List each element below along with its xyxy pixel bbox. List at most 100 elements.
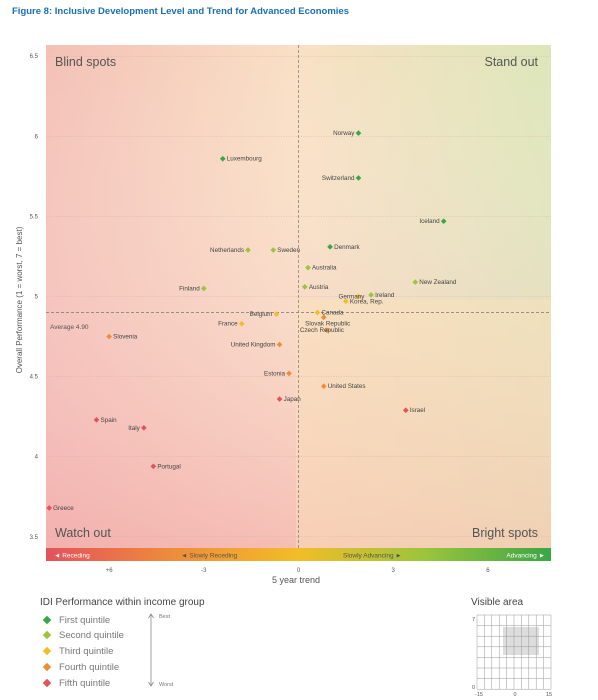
visible-area-highlight xyxy=(503,627,539,655)
average-label: Average 4.90 xyxy=(50,324,89,331)
point-label: Slovak Republic xyxy=(305,321,350,328)
x-tick-label: 3 xyxy=(392,568,396,574)
data-point: Ireland xyxy=(368,292,395,299)
data-point: Luxembourg xyxy=(219,155,262,163)
point-label: Ireland xyxy=(375,292,395,299)
diamond-icon xyxy=(42,630,52,640)
y-tick-label: 6.5 xyxy=(30,54,39,60)
point-marker xyxy=(219,155,226,162)
data-point: Germany xyxy=(339,294,366,301)
data-point: Norway xyxy=(333,130,362,137)
point-marker xyxy=(276,396,283,402)
trend-slowly-receding: ◄ Slowly Receding xyxy=(181,553,238,560)
axis-lines xyxy=(46,45,551,548)
point-label: Austria xyxy=(309,284,329,291)
point-label: United Kingdom xyxy=(231,342,276,349)
trend-bar xyxy=(46,548,551,561)
point-label: United States xyxy=(328,383,366,390)
quadrant-label-bottom-right: Bright spots xyxy=(472,526,538,540)
point-marker xyxy=(368,292,374,298)
data-point: Japan xyxy=(276,396,301,403)
legend-item-fourth-quintile: Fourth quintile xyxy=(40,660,119,674)
point-label: Israel xyxy=(410,407,425,414)
visible-area-grid: 7 0 -15 0 15 xyxy=(472,614,552,698)
point-marker xyxy=(106,333,112,340)
y-tick-label: 5.5 xyxy=(30,214,39,220)
y-tick-label: 5 xyxy=(35,295,39,301)
y-axis-label: Overall Performance (1 = worst, 7 = best… xyxy=(15,226,24,373)
x-tick-label: -3 xyxy=(201,568,207,574)
y-tick-label: 4.5 xyxy=(30,375,39,381)
data-point: Sweden xyxy=(270,247,301,254)
legend-item-first-quintile: First quintile xyxy=(40,613,110,627)
diamond-icon xyxy=(42,662,52,672)
visible-area-y-top: 7 xyxy=(472,617,475,623)
data-points: Norway Luxembourg Switzerland Iceland Denmar… xyxy=(46,130,457,512)
axis-ticks: 3.5 4 4.5 5 5.5 6 6.5 +6 -3 0 3 6 xyxy=(30,54,491,574)
quadrant-label-top-left: Blind spots xyxy=(55,55,116,69)
point-label: Slovenia xyxy=(113,334,138,341)
point-label: Iceland xyxy=(419,218,440,225)
point-marker xyxy=(305,264,311,271)
diamond-icon xyxy=(42,646,52,656)
quadrant-label-bottom-left: Watch out xyxy=(55,526,111,540)
diamond-icon xyxy=(42,678,52,688)
data-point: Korea, Rep. xyxy=(343,298,384,305)
point-marker xyxy=(200,285,207,292)
y-tick-label: 4 xyxy=(35,455,39,461)
visible-area-x-mid: 0 xyxy=(513,692,516,698)
point-marker xyxy=(301,284,308,290)
point-marker xyxy=(245,247,251,253)
best-label: Best xyxy=(159,614,171,620)
point-marker xyxy=(355,175,362,181)
point-marker xyxy=(286,370,292,377)
worst-label: Worst xyxy=(159,682,174,688)
visible-area-x-right: 15 xyxy=(546,692,552,698)
trend-advancing: Advancing ► xyxy=(506,553,545,560)
trend-slowly-advancing: Slowly Advancing ► xyxy=(343,553,402,560)
point-label: Germany xyxy=(339,294,366,301)
point-marker xyxy=(343,298,349,305)
data-point: Portugal xyxy=(150,463,181,470)
point-marker xyxy=(93,417,100,423)
point-marker xyxy=(327,244,333,250)
point-label: Switzerland xyxy=(322,175,355,182)
point-label: Italy xyxy=(128,425,140,432)
point-marker xyxy=(355,293,362,300)
y-tick-label: 6 xyxy=(35,134,39,140)
y-tick-label: 3.5 xyxy=(30,535,39,541)
point-marker xyxy=(355,130,362,136)
visible-area-y-bottom: 0 xyxy=(472,685,475,691)
legend-item-second-quintile: Second quintile xyxy=(40,628,124,642)
point-marker xyxy=(314,309,321,316)
point-label: Norway xyxy=(333,130,355,137)
point-label: Spain xyxy=(101,417,118,424)
legend-item-fifth-quintile: Fifth quintile xyxy=(40,676,110,690)
point-marker xyxy=(402,407,409,414)
data-point: Spain xyxy=(93,417,118,424)
data-point: Australia xyxy=(305,265,337,272)
data-point: Belgium xyxy=(250,311,280,318)
data-point: Iceland xyxy=(419,218,447,225)
point-label: Sweden xyxy=(277,247,300,254)
point-marker xyxy=(276,341,283,348)
point-label: Finland xyxy=(179,285,200,292)
quadrant-label-top-right: Stand out xyxy=(484,55,538,69)
data-point: Slovenia xyxy=(106,333,138,341)
visible-area-panel: Visible area 7 0 -15 0 15 xyxy=(468,597,588,700)
legend: IDI Performance within income group Firs… xyxy=(40,597,300,697)
data-point: Canada xyxy=(314,309,344,317)
point-label: Denmark xyxy=(334,244,360,251)
legend-item-third-quintile: Third quintile xyxy=(40,644,113,658)
legend-title: IDI Performance within income group xyxy=(40,597,205,608)
point-marker xyxy=(320,383,327,390)
point-label: Belgium xyxy=(250,311,273,318)
point-label: New Zealand xyxy=(419,279,457,286)
point-marker xyxy=(273,311,280,317)
x-axis-label: 5 year trend xyxy=(272,575,320,585)
data-point: United States xyxy=(320,383,366,390)
data-point: Switzerland xyxy=(322,175,362,182)
point-marker xyxy=(141,425,147,431)
data-point: Austria xyxy=(301,284,329,291)
